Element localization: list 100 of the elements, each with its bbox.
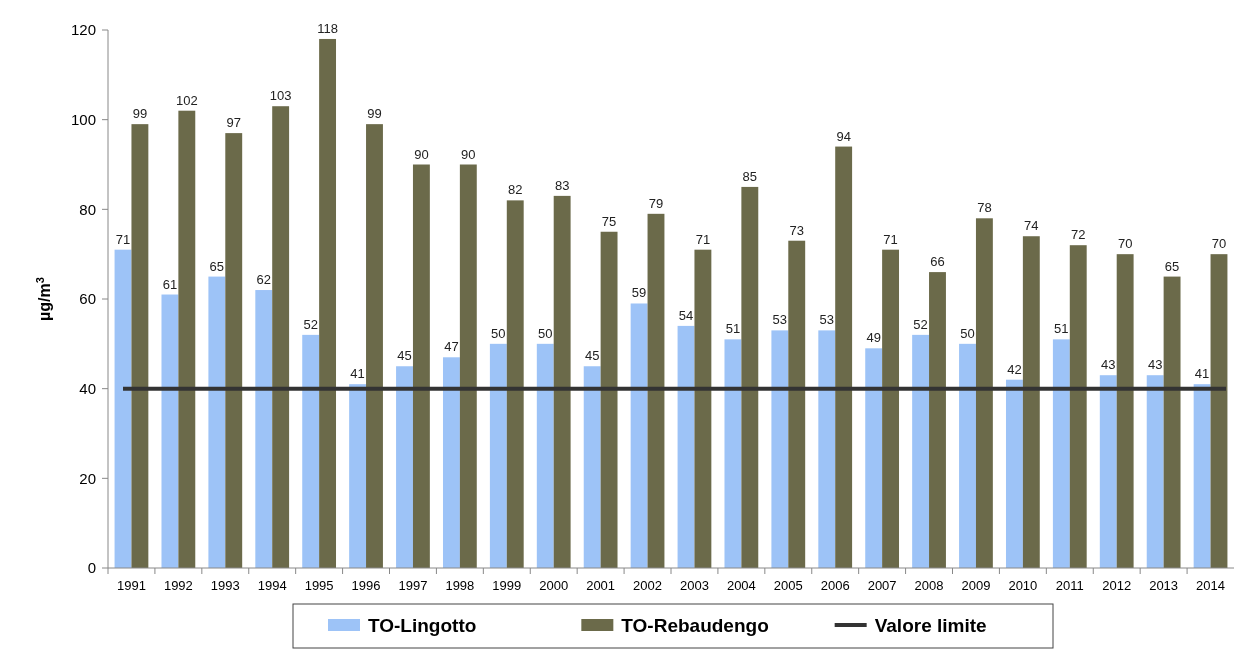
x-tick-label: 2006: [820, 578, 850, 593]
data-label: 83: [554, 177, 570, 193]
data-label: 47: [444, 339, 459, 355]
data-label: 90: [414, 146, 429, 162]
x-tick-label: 2003: [680, 578, 709, 593]
bar: [489, 343, 507, 568]
data-label: 45: [397, 348, 412, 364]
bar: [959, 343, 976, 568]
data-label: 79: [648, 195, 664, 211]
bar: [1099, 375, 1117, 568]
x-tick-label: 2000: [539, 578, 569, 593]
legend-label: Valore limite: [874, 614, 987, 636]
bar: [835, 146, 853, 568]
y-tick-label: 80: [79, 200, 96, 218]
bar: [255, 290, 273, 568]
x-tick-label: 2001: [586, 578, 616, 593]
x-tick-label: 2011: [1055, 578, 1084, 593]
data-label: 82: [508, 182, 523, 198]
x-tick-label: 2002: [633, 578, 662, 593]
data-label: 62: [256, 272, 271, 288]
bar: [366, 124, 383, 568]
bar: [630, 303, 648, 568]
bar: [694, 249, 712, 568]
bar: [178, 110, 196, 568]
bar: [272, 106, 290, 568]
legend-label: TO-Rebaudengo: [621, 614, 769, 636]
bar: [412, 164, 430, 568]
bar: [912, 334, 930, 568]
y-tick-label: 40: [79, 379, 96, 397]
bar: [302, 334, 320, 568]
data-label: 50: [960, 325, 975, 341]
bar: [208, 276, 226, 568]
data-label: 97: [226, 115, 241, 131]
x-tick-label: 2009: [961, 578, 991, 593]
bar: [1022, 236, 1040, 568]
data-label: 65: [1164, 258, 1180, 274]
data-label: 49: [866, 330, 881, 346]
data-label: 43: [1147, 357, 1163, 373]
bar: [442, 357, 460, 568]
x-tick-label: 2005: [773, 578, 803, 593]
x-tick-label: 1995: [304, 578, 334, 593]
bar: [1069, 245, 1087, 568]
bar: [225, 133, 243, 568]
data-label: 75: [601, 213, 617, 229]
bar: [771, 330, 789, 568]
x-tick-label: 2007: [867, 578, 897, 593]
data-label: 43: [1101, 357, 1116, 373]
data-label: 70: [1211, 236, 1227, 252]
data-label: 71: [115, 231, 131, 247]
bar: [929, 272, 946, 568]
x-tick-label: 2008: [914, 578, 944, 593]
data-label: 51: [725, 321, 741, 337]
data-label: 74: [1024, 218, 1039, 234]
data-label: 65: [209, 258, 225, 274]
bar: [600, 231, 618, 568]
x-tick-label: 2013: [1149, 578, 1179, 593]
bar: [506, 200, 524, 568]
x-tick-label: 1998: [445, 578, 475, 593]
data-label: 102: [175, 92, 198, 108]
data-label: 52: [913, 316, 928, 332]
data-label: 103: [269, 88, 292, 104]
y-tick-label: 20: [79, 469, 96, 487]
y-tick-label: 0: [87, 559, 96, 577]
data-label: 59: [631, 285, 647, 301]
data-label: 53: [819, 312, 834, 328]
data-label: 118: [317, 20, 338, 36]
bar: [677, 325, 695, 568]
bar: [319, 38, 337, 568]
data-label: 50: [538, 325, 553, 341]
bar: [975, 218, 993, 568]
bar: [1163, 276, 1181, 568]
data-label: 99: [367, 106, 382, 122]
data-label: 73: [789, 222, 804, 238]
bar: [131, 124, 149, 568]
data-label: 71: [695, 231, 711, 247]
data-label: 71: [883, 231, 898, 247]
bar: [1193, 384, 1211, 568]
data-label: 85: [742, 168, 758, 184]
data-label: 50: [491, 325, 506, 341]
x-tick-label: 1997: [398, 578, 428, 593]
bar: [865, 348, 883, 568]
data-label: 78: [977, 200, 992, 216]
bar: [161, 294, 179, 568]
y-tick-label: 100: [70, 110, 96, 128]
bar: [459, 164, 477, 568]
data-label: 42: [1007, 361, 1022, 377]
bar: [647, 213, 665, 568]
bar: [114, 249, 132, 568]
bar: [1210, 254, 1228, 568]
x-tick-label: 2012: [1102, 578, 1132, 593]
bar: [1052, 339, 1070, 568]
data-label: 41: [1194, 366, 1210, 382]
bar: [1005, 379, 1023, 568]
bar: [583, 366, 601, 568]
bar: [818, 330, 836, 568]
bar: [553, 195, 571, 568]
x-tick-label: 1993: [210, 578, 240, 593]
x-tick-label: 1992: [163, 578, 193, 593]
data-label: 99: [132, 106, 148, 122]
y-tick-label: 60: [79, 290, 96, 308]
